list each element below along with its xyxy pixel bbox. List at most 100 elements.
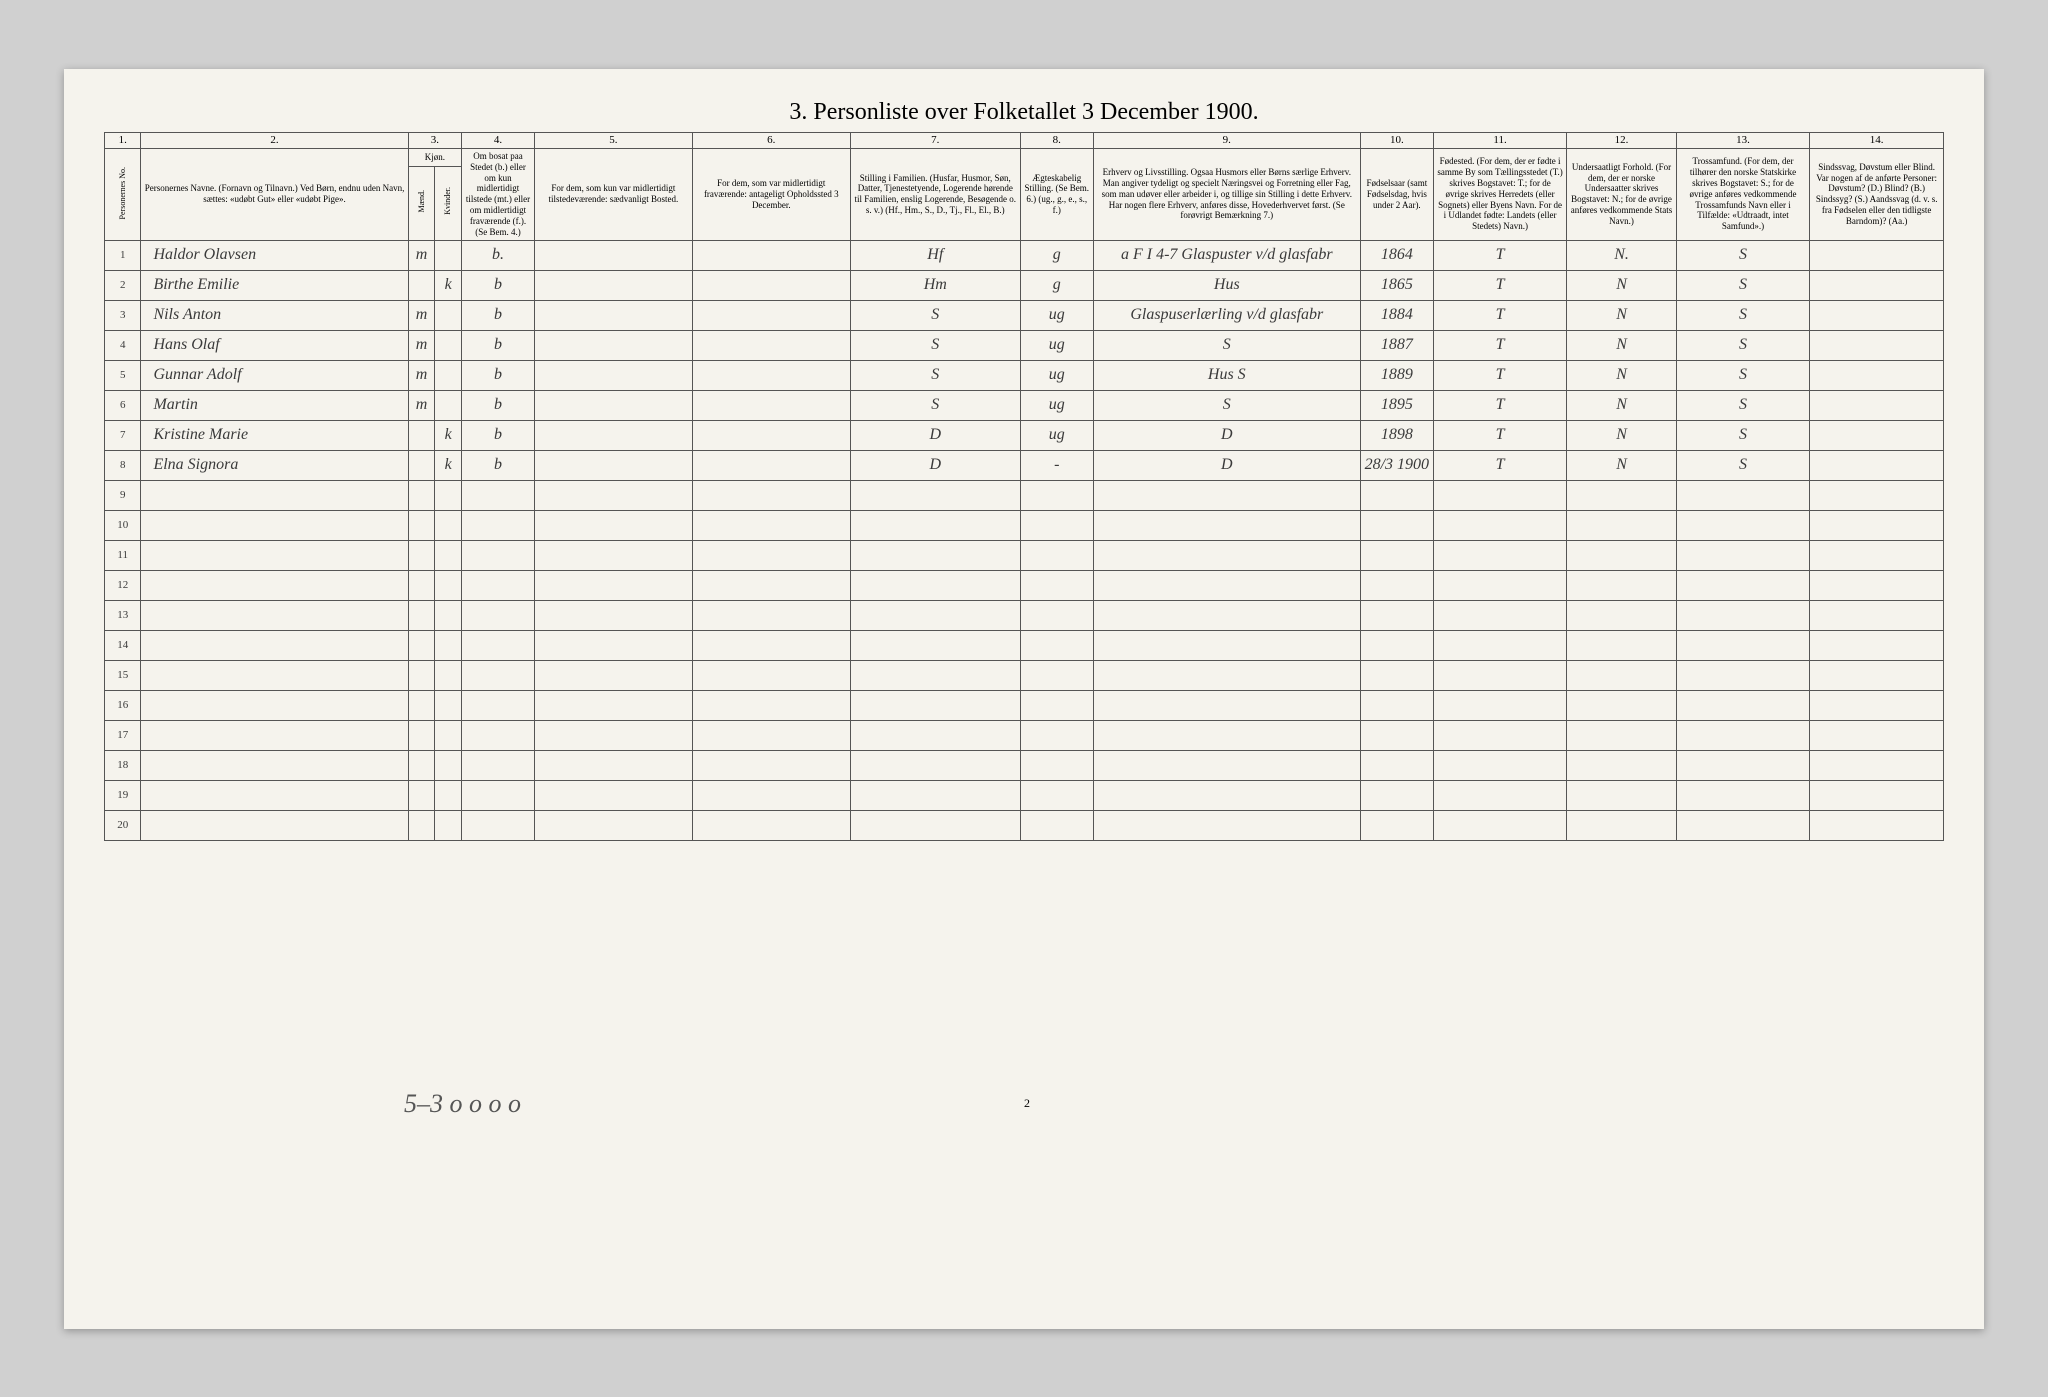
cell-name: Hans Olaf — [141, 330, 408, 360]
row-number: 5 — [105, 360, 141, 390]
cell-temp-present — [534, 300, 692, 330]
cell-name — [141, 540, 408, 570]
cell-religion: S — [1676, 450, 1810, 480]
colnum-1: 1. — [105, 132, 141, 148]
table-row: 7Kristine MariekbDugD1898TNS — [105, 420, 1944, 450]
cell-male: m — [408, 360, 435, 390]
cell-name: Haldor Olavsen — [141, 240, 408, 270]
cell-temp-present — [534, 480, 692, 510]
cell-religion — [1676, 480, 1810, 510]
cell-religion: S — [1676, 240, 1810, 270]
colnum-12: 12. — [1567, 132, 1676, 148]
row-number: 7 — [105, 420, 141, 450]
cell-temp-present — [534, 660, 692, 690]
cell-religion: S — [1676, 420, 1810, 450]
cell-birthplace: T — [1433, 300, 1567, 330]
cell-name — [141, 660, 408, 690]
cell-residence — [462, 780, 535, 810]
cell-religion — [1676, 660, 1810, 690]
table-row: 3Nils AntonmbSugGlaspuserlærling v/d gla… — [105, 300, 1944, 330]
cell-marital — [1020, 780, 1093, 810]
cell-residence: b. — [462, 240, 535, 270]
cell-temp-present — [534, 780, 692, 810]
header-citizenship: Undersaatligt Forhold. (For dem, der er … — [1567, 148, 1676, 240]
table-row: 10 — [105, 510, 1944, 540]
cell-citizenship — [1567, 600, 1676, 630]
cell-disability — [1810, 480, 1944, 510]
cell-citizenship — [1567, 720, 1676, 750]
row-number: 12 — [105, 570, 141, 600]
cell-temp-absent — [692, 600, 850, 630]
cell-birthyear: 1895 — [1360, 390, 1433, 420]
colnum-3: 3. — [408, 132, 461, 148]
cell-birthyear: 1864 — [1360, 240, 1433, 270]
header-female: Kvinder. — [435, 167, 462, 241]
cell-female — [435, 330, 462, 360]
cell-marital — [1020, 600, 1093, 630]
table-row: 19 — [105, 780, 1944, 810]
cell-marital — [1020, 630, 1093, 660]
cell-female — [435, 510, 462, 540]
cell-family-role — [850, 690, 1020, 720]
cell-residence — [462, 480, 535, 510]
row-number: 3 — [105, 300, 141, 330]
cell-birthplace — [1433, 510, 1567, 540]
cell-family-role: S — [850, 300, 1020, 330]
cell-disability — [1810, 660, 1944, 690]
cell-disability — [1810, 510, 1944, 540]
cell-name — [141, 480, 408, 510]
cell-family-role: D — [850, 450, 1020, 480]
cell-residence — [462, 510, 535, 540]
cell-female — [435, 600, 462, 630]
table-row: 4Hans OlafmbSugS1887TNS — [105, 330, 1944, 360]
cell-temp-absent — [692, 810, 850, 840]
cell-disability — [1810, 330, 1944, 360]
cell-religion — [1676, 600, 1810, 630]
cell-temp-absent — [692, 630, 850, 660]
cell-citizenship: N — [1567, 390, 1676, 420]
cell-marital — [1020, 810, 1093, 840]
cell-birthplace: T — [1433, 420, 1567, 450]
cell-male — [408, 270, 435, 300]
cell-birthyear: 1898 — [1360, 420, 1433, 450]
census-page: 3. Personliste over Folketallet 3 Decemb… — [64, 69, 1984, 1329]
cell-residence: b — [462, 390, 535, 420]
cell-marital — [1020, 570, 1093, 600]
cell-name — [141, 570, 408, 600]
cell-citizenship: N — [1567, 360, 1676, 390]
cell-citizenship — [1567, 780, 1676, 810]
cell-temp-present — [534, 510, 692, 540]
cell-citizenship: N — [1567, 300, 1676, 330]
cell-citizenship — [1567, 540, 1676, 570]
footer-tally: 5–3 o o o o — [404, 1089, 521, 1119]
cell-family-role — [850, 780, 1020, 810]
cell-male — [408, 420, 435, 450]
cell-disability — [1810, 630, 1944, 660]
cell-temp-absent — [692, 300, 850, 330]
cell-occupation — [1093, 690, 1360, 720]
cell-disability — [1810, 300, 1944, 330]
cell-marital: ug — [1020, 390, 1093, 420]
cell-temp-absent — [692, 510, 850, 540]
cell-religion: S — [1676, 300, 1810, 330]
colnum-11: 11. — [1433, 132, 1567, 148]
cell-birthplace — [1433, 540, 1567, 570]
table-row: 11 — [105, 540, 1944, 570]
header-temp-present: For dem, som kun var midlertidigt tilste… — [534, 148, 692, 240]
cell-female — [435, 240, 462, 270]
cell-residence — [462, 750, 535, 780]
cell-name — [141, 720, 408, 750]
cell-male — [408, 690, 435, 720]
cell-marital — [1020, 540, 1093, 570]
cell-religion — [1676, 630, 1810, 660]
cell-family-role: Hm — [850, 270, 1020, 300]
table-row: 15 — [105, 660, 1944, 690]
cell-temp-absent — [692, 480, 850, 510]
table-row: 14 — [105, 630, 1944, 660]
cell-occupation — [1093, 510, 1360, 540]
cell-occupation — [1093, 540, 1360, 570]
cell-marital: g — [1020, 240, 1093, 270]
cell-birthyear: 1889 — [1360, 360, 1433, 390]
cell-occupation — [1093, 630, 1360, 660]
cell-citizenship: N. — [1567, 240, 1676, 270]
